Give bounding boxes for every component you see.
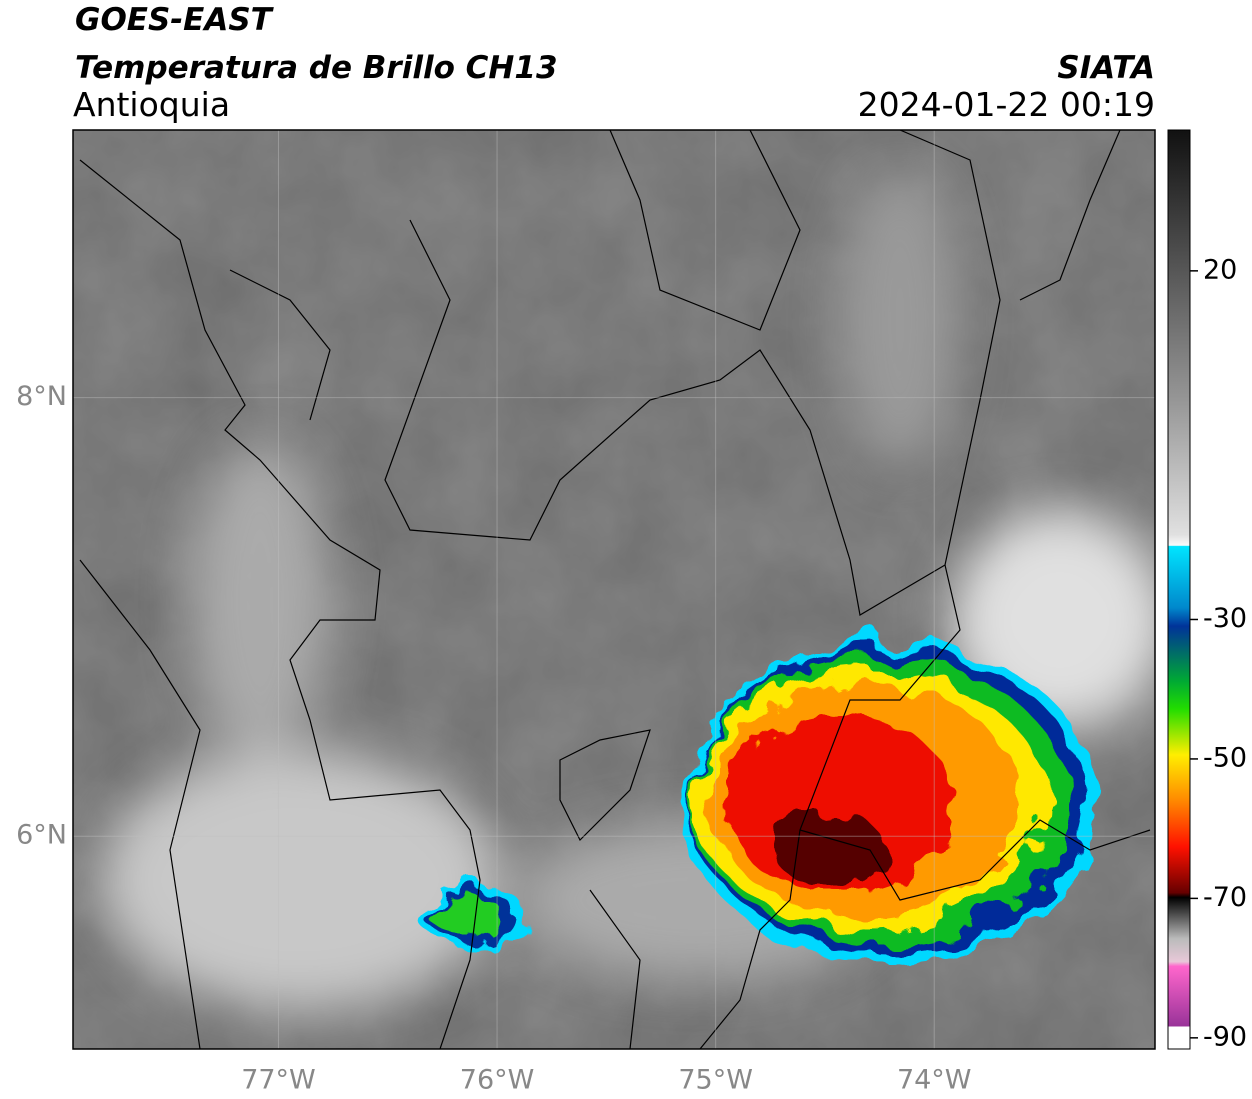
satellite-title: GOES-EAST [75,2,275,38]
colorbar-tick-label: -50 [1203,742,1247,773]
colorbar-tick-label: 20 [1203,254,1237,285]
map-frame [72,129,1156,1050]
y-tick-label: 8°N [16,381,67,412]
x-tick-label: 74°W [897,1065,972,1096]
graticule [73,130,1155,1049]
map-image [73,130,1155,1049]
datetime-label: 2024-01-22 00:19 [858,85,1155,124]
storm-main [682,640,1098,964]
x-tick-label: 75°W [678,1065,753,1096]
y-tick-label: 6°N [16,820,67,851]
source-label: SIATA [1057,50,1155,86]
colorbar-tick-label: -70 [1203,882,1247,913]
colorbar [1167,129,1191,1050]
product-title: Temperatura de Brillo CH13 [75,50,558,86]
colorbar-tick-label: -90 [1203,1021,1247,1052]
storm-small [420,881,524,949]
colorbar-tick-label: -30 [1203,603,1247,634]
x-tick-label: 76°W [460,1065,535,1096]
x-tick-label: 77°W [241,1065,316,1096]
region-label: Antioquia [73,85,230,124]
borders [79,130,1151,1049]
